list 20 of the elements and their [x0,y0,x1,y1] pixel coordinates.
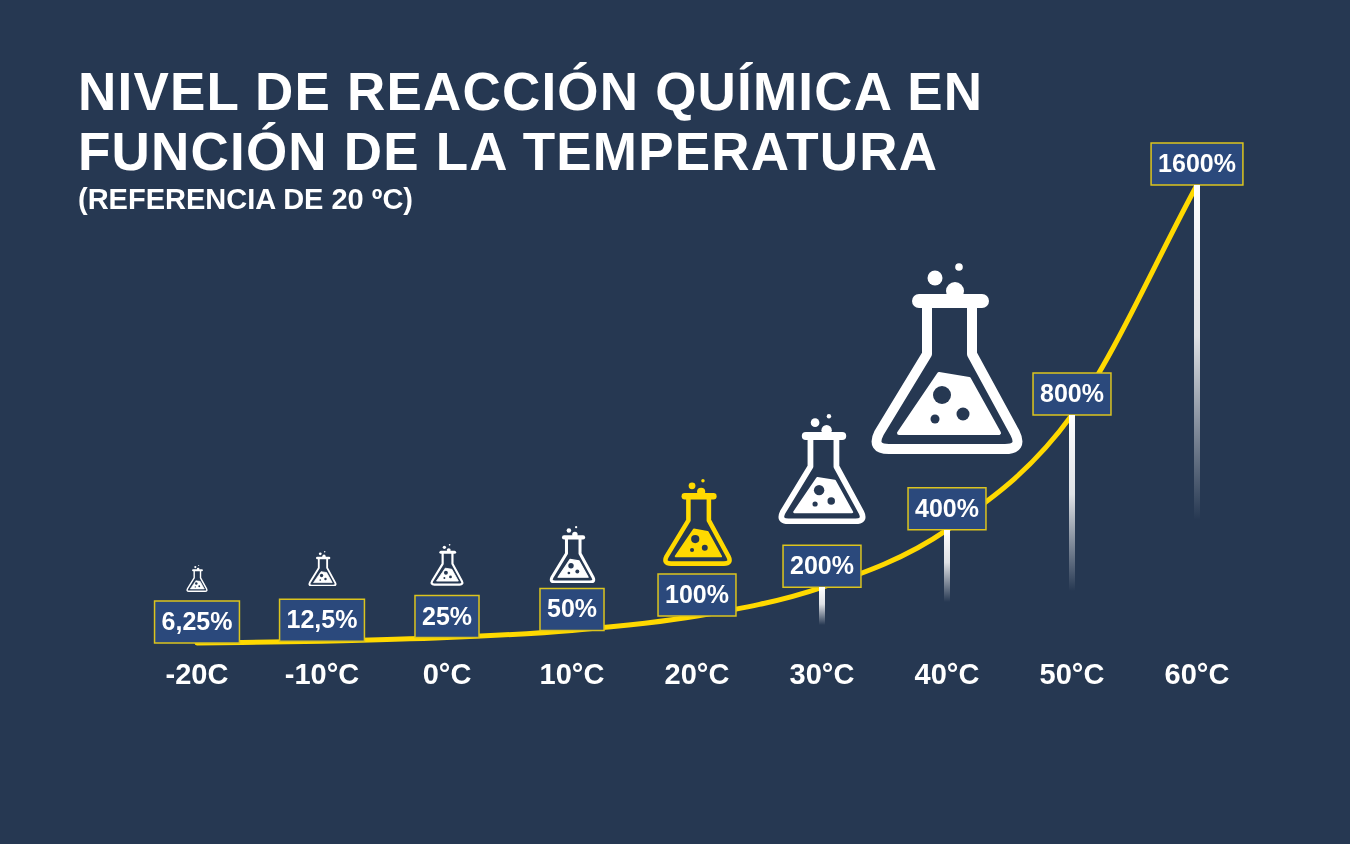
x-tick-label: 10°C [539,658,605,691]
x-tick-label: 20°C [664,658,730,691]
x-tick-label: 0°C [422,658,472,691]
x-tick-label: 60°C [1164,658,1230,691]
data-label: 200% [790,551,854,580]
data-label: 800% [1040,378,1104,407]
data-label: 1600% [1158,148,1236,177]
x-tick-label: -20C [165,658,229,691]
data-label: 400% [915,493,979,522]
data-label: 25% [421,601,473,630]
data-label: 100% [665,579,729,608]
data-label: 6,25% [161,606,233,635]
chart-title: NIVEL DE REACCIÓN QUÍMICA EN FUNCIÓN DE LA TEMPERATURA [78,62,985,182]
data-label: 50% [546,594,598,623]
x-tick-label: 30°C [789,658,855,691]
chart-subtitle: (REFERENCIA DE 20 ºC) [78,182,414,216]
x-tick-label: 40°C [914,658,980,691]
data-label: 12,5% [286,605,358,634]
x-tick-label: 50°C [1039,658,1105,691]
x-tick-label: -10°C [284,658,360,691]
